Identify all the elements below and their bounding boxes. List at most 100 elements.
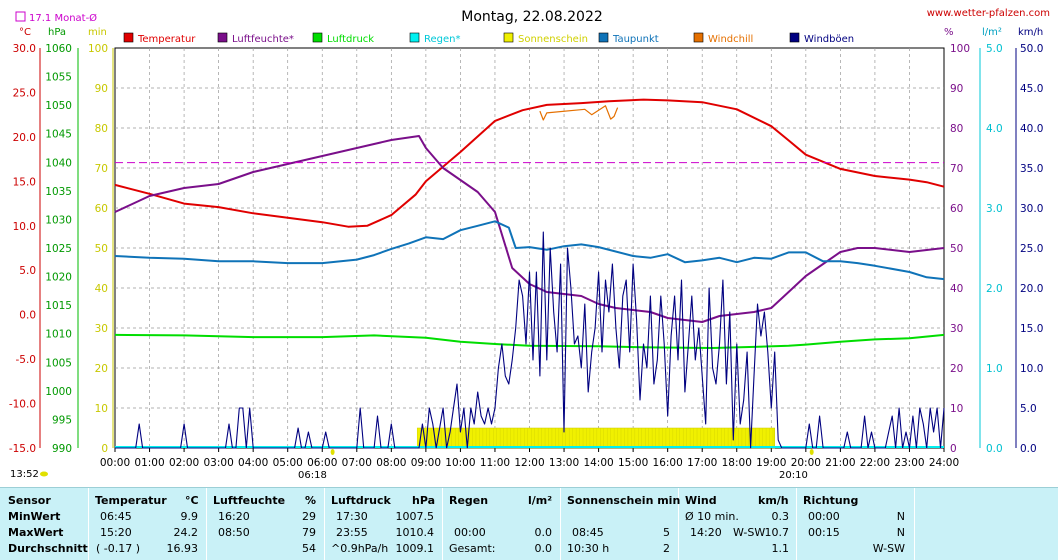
x-axis-tick: 11:00 [480,457,510,469]
sun-axis-tick: 20 [95,363,108,375]
legend-label: Temperatur [137,34,196,45]
temp-axis-tick: 15.0 [13,176,36,188]
row-avg-temp-val: 16.93 [166,542,199,555]
hdr-wind: Wind [685,494,717,507]
legend-label: Windböen [804,34,854,45]
wind-axis-tick: 0.0 [1020,443,1037,455]
x-axis-tick: 23:00 [894,457,924,469]
humidity-axis-tick: 30 [950,323,963,335]
sun-axis-tick: 30 [95,323,108,335]
row-max-wind-dir: W-SW [733,526,766,539]
humidity-axis-tick: 90 [950,83,963,95]
humidity-axis-tick: 20 [950,363,963,375]
x-axis-tick: 14:00 [583,457,613,469]
temp-axis-tick: -15.0 [9,443,36,455]
pressure-axis-tick: 1035 [45,186,72,198]
x-axis-tick: 03:00 [203,457,233,469]
x-axis-tick: 10:00 [445,457,475,469]
rain-axis-tick: 4.0 [986,123,1003,135]
row-min-temp-val: 9.9 [180,510,199,523]
legend-label: Windchill [708,34,753,45]
row-min-hum-time: 16:20 [218,510,250,523]
row-avg-dir-val: W-SW [872,542,905,555]
row-avg-hum-val: 54 [302,542,316,555]
row-min-press-val: 1007.5 [395,510,435,523]
temp-axis-tick: 25.0 [13,87,36,99]
temp-axis-tick: 10.0 [13,221,36,233]
sun-axis-tick: 50 [95,243,108,255]
pressure-axis-tick: 990 [52,443,72,455]
sunset-icon [809,449,814,455]
sunrise-icon [330,449,335,455]
series-temperatur [114,98,945,228]
sun-axis-tick: 0 [101,443,108,455]
unit-lm2: l/m² [982,27,1002,38]
x-axis-tick: 06:00 [307,457,337,469]
hdr-hum-unit: % [305,494,317,507]
row-max-press-time: 23:55 [336,526,368,539]
pressure-axis-tick: 1000 [45,386,72,398]
series-luftfeuchte [114,135,945,323]
sun-axis-tick: 90 [95,83,108,95]
wind-axis-tick: 50.0 [1020,43,1043,55]
unit-min: min [88,27,107,38]
hdr-temp-unit: °C [185,494,199,507]
humidity-axis-tick: 60 [950,203,963,215]
row-max-sun-time: 08:45 [572,526,604,539]
row-avg-sun-time: 10:30 h [567,542,610,555]
pressure-axis-tick: 1025 [45,243,72,255]
axes: 30.0 25.0 20.0 15.0 10.0 5.0 0.0 -5.0 -10.0 -15.0… [9,43,1044,469]
rain-axis-tick: 3.0 [986,203,1003,215]
row-max-wind-val: 10.7 [764,526,790,539]
wind-axis-tick: 35.0 [1020,163,1043,175]
x-axis-tick: 08:00 [376,457,406,469]
rain-axis-tick: 0.0 [986,443,1003,455]
series-luftdruck [114,333,945,349]
temp-axis-tick: 20.0 [13,132,36,144]
row-min-wind-time: Ø 10 min. [685,510,739,523]
legend-swatch [789,32,800,43]
stats-table: Sensor Temperatur °C Luftfeuchte % Luftd… [0,487,1058,560]
x-axis-tick: 12:00 [514,457,544,469]
series-layer [114,98,945,449]
monthly-avg-label: 17.1 Monat-Ø [29,12,97,24]
x-axis-tick: 01:00 [134,457,164,469]
sun-axis-tick: 10 [95,403,108,415]
row-max-hum-val: 79 [302,526,316,539]
temp-axis-tick: -5.0 [16,354,37,366]
row-min-dir-val: N [896,510,905,523]
x-axis-tick: 21:00 [825,457,855,469]
pressure-axis-tick: 1040 [45,157,72,169]
x-axis-tick: 09:00 [411,457,441,469]
unit-degc: °C [19,27,31,38]
legend-swatch [217,32,228,43]
temp-axis-tick: -10.0 [9,399,36,411]
pressure-axis-tick: 1050 [45,100,72,112]
legend-swatch [503,32,514,43]
row-max-hum-time: 08:50 [218,526,250,539]
row-min-label: MinWert [8,510,61,523]
unit-kmh: km/h [1018,27,1043,38]
pressure-axis-tick: 1010 [45,329,72,341]
pressure-axis-tick: 1020 [45,272,72,284]
row-min-press-time: 17:30 [336,510,368,523]
wind-axis-tick: 5.0 [1020,403,1037,415]
x-axis-tick: 16:00 [653,457,683,469]
row-max-wind-time: 14:20 [690,526,722,539]
weather-chart: Montag, 22.08.2022 www.wetter-pfalzen.co… [9,8,1050,481]
wind-axis-tick: 30.0 [1020,203,1043,215]
humidity-axis-tick: 100 [950,43,970,55]
hdr-sensor: Sensor [8,494,51,507]
legend: Temperatur Luftfeuchte* Luftdruck Regen* Son… [123,32,854,45]
humidity-axis-tick: 10 [950,403,963,415]
row-max-rain-val: 0.0 [534,526,553,539]
wind-axis-tick: 20.0 [1020,283,1043,295]
x-axis-tick: 17:00 [687,457,717,469]
sun-axis-tick: 60 [95,203,108,215]
monthly-avg-marker-icon [15,11,26,22]
hdr-press-unit: hPa [412,494,436,507]
wind-axis-tick: 15.0 [1020,323,1043,335]
site-url[interactable]: www.wetter-pfalzen.com [927,8,1050,19]
pressure-axis-tick: 995 [52,414,72,426]
row-avg-wind-val: 1.1 [771,542,790,555]
